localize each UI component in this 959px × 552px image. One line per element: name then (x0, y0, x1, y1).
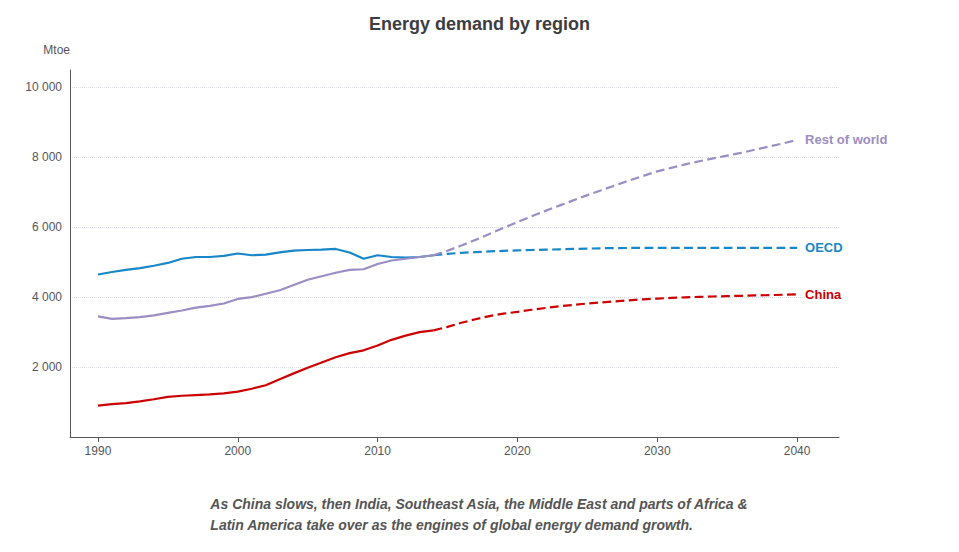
svg-text:2030: 2030 (644, 444, 671, 458)
svg-text:Mtoe: Mtoe (43, 43, 70, 57)
svg-text:8 000: 8 000 (32, 150, 62, 164)
svg-text:China: China (805, 287, 842, 302)
svg-text:6 000: 6 000 (32, 220, 62, 234)
svg-text:2 000: 2 000 (32, 360, 62, 374)
svg-text:Rest of world: Rest of world (805, 132, 887, 147)
svg-text:Latin America take over as the: Latin America take over as the engines o… (210, 517, 693, 533)
svg-text:1990: 1990 (85, 444, 112, 458)
svg-text:OECD: OECD (805, 240, 843, 255)
svg-text:Energy demand by region: Energy demand by region (369, 14, 590, 34)
svg-text:2020: 2020 (504, 444, 531, 458)
svg-text:2040: 2040 (784, 444, 811, 458)
svg-text:4 000: 4 000 (32, 290, 62, 304)
svg-text:10 000: 10 000 (25, 80, 62, 94)
svg-text:2000: 2000 (224, 444, 251, 458)
svg-text:2010: 2010 (364, 444, 391, 458)
svg-text:As China slows, then India, So: As China slows, then India, Southeast As… (209, 496, 747, 512)
